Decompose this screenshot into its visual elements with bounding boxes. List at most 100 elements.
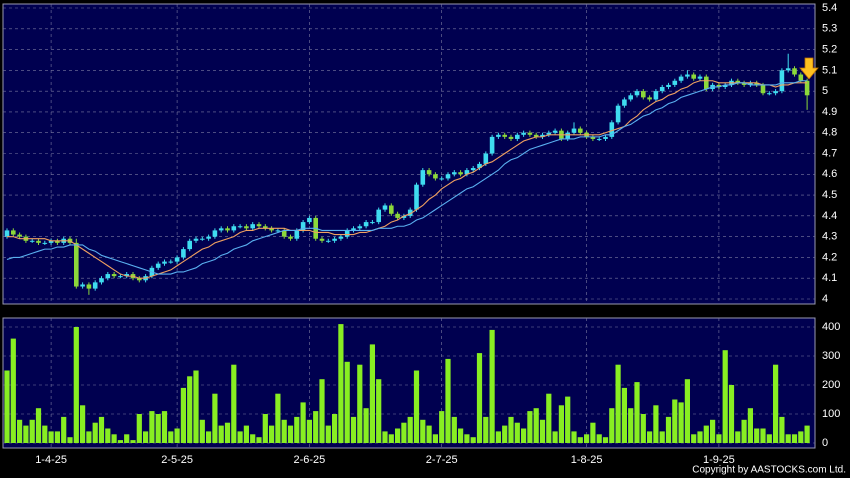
- y-tick-label: 5.3: [822, 23, 837, 35]
- y-tick-label: 100: [822, 408, 840, 420]
- volume-bar: [4, 370, 10, 443]
- y-tick-label: 400: [822, 321, 840, 333]
- volume-bar: [445, 358, 451, 443]
- x-tick-label: 2-7-25: [426, 454, 458, 466]
- volume-bar: [615, 364, 621, 443]
- candle-body: [11, 230, 16, 235]
- candle-body: [452, 172, 457, 175]
- volume-bar: [10, 338, 16, 443]
- volume-bar: [143, 431, 149, 443]
- volume-bar: [294, 416, 300, 443]
- candle-body: [496, 134, 501, 137]
- volume-bar: [269, 425, 275, 443]
- candle-body: [92, 282, 98, 289]
- volume-bar: [665, 416, 672, 443]
- candle-body: [344, 230, 350, 237]
- volume-bar: [584, 434, 590, 443]
- volume-bar: [659, 431, 665, 443]
- x-tick-label: 1-4-25: [35, 454, 67, 466]
- candle-body: [187, 240, 192, 250]
- candle-body: [609, 122, 615, 137]
- volume-bar: [483, 416, 489, 443]
- candle-body: [363, 222, 369, 227]
- candle-body: [653, 91, 659, 100]
- volume-bar: [357, 364, 363, 443]
- volume-bar: [798, 431, 804, 443]
- candle-body: [470, 168, 476, 171]
- candle-body: [370, 222, 375, 224]
- candle-body: [218, 228, 224, 231]
- volume-bar: [98, 416, 105, 443]
- candle-body: [533, 134, 539, 137]
- copyright: Copyright by AASTOCKS.com Ltd.: [692, 465, 846, 476]
- volume-bar: [180, 387, 186, 443]
- candle-body: [615, 105, 621, 123]
- volume-bar: [420, 419, 426, 443]
- volume-bar: [470, 437, 476, 443]
- candle-body: [483, 153, 489, 164]
- volume-bar: [489, 329, 495, 443]
- candle-body: [111, 274, 117, 277]
- volume-bar: [577, 437, 583, 443]
- x-tick-label: 2-5-25: [161, 454, 193, 466]
- volume-bar: [369, 344, 375, 443]
- volume-bar: [401, 422, 407, 443]
- candle-body: [212, 230, 218, 237]
- volume-bar: [149, 411, 155, 443]
- volume-bar: [319, 379, 325, 443]
- volume-bar: [92, 422, 98, 443]
- candle-body: [685, 74, 690, 77]
- candle-body: [659, 86, 665, 92]
- candle-body: [105, 274, 111, 279]
- y-tick-label: 4.9: [822, 106, 837, 118]
- candle-body: [540, 134, 545, 137]
- volume-bar: [596, 434, 602, 443]
- candle-body: [382, 205, 388, 210]
- volume-bar: [161, 411, 168, 443]
- candle-body: [193, 238, 199, 241]
- volume-bar: [300, 402, 306, 443]
- x-tick-label: 1-9-25: [703, 454, 735, 466]
- candle-body: [174, 257, 180, 262]
- volume-bar: [262, 414, 268, 443]
- candle-body: [773, 91, 778, 94]
- candle-body: [389, 205, 394, 214]
- candle-body: [641, 91, 646, 98]
- volume-bar: [621, 387, 627, 443]
- volume-bar: [199, 419, 205, 443]
- volume-bar: [388, 434, 394, 443]
- volume-bar: [376, 379, 382, 443]
- volume-bar: [716, 434, 722, 443]
- candle-body: [798, 74, 804, 81]
- volume-bar: [546, 393, 552, 443]
- y-tick-label: 4.3: [822, 231, 837, 243]
- candle-body: [48, 240, 54, 243]
- volume-bar: [193, 370, 199, 443]
- volume-bar: [243, 425, 249, 443]
- candle-body: [36, 240, 41, 243]
- volume-bar: [521, 428, 527, 443]
- volume-bar: [754, 428, 760, 443]
- candle-body: [29, 240, 35, 242]
- volume-bar: [363, 408, 369, 443]
- volume-bar: [760, 428, 766, 443]
- volume-bar: [432, 434, 438, 443]
- candle-body: [527, 132, 533, 135]
- moving-average-line: [6, 80, 808, 275]
- volume-bar: [439, 411, 445, 443]
- candle-body: [779, 70, 785, 92]
- volume-bar: [703, 425, 709, 443]
- volume-bar: [155, 414, 161, 443]
- volume-bar: [48, 431, 54, 443]
- volume-bar: [130, 440, 136, 443]
- volume-bar: [350, 416, 357, 443]
- volume-bar: [791, 434, 798, 443]
- candle-body: [319, 238, 325, 241]
- volume-bar: [206, 431, 212, 443]
- candle-body: [634, 91, 640, 96]
- candle-body: [118, 276, 123, 278]
- volume-bar: [451, 416, 457, 443]
- candle-body: [678, 76, 684, 81]
- candle-body: [596, 138, 602, 140]
